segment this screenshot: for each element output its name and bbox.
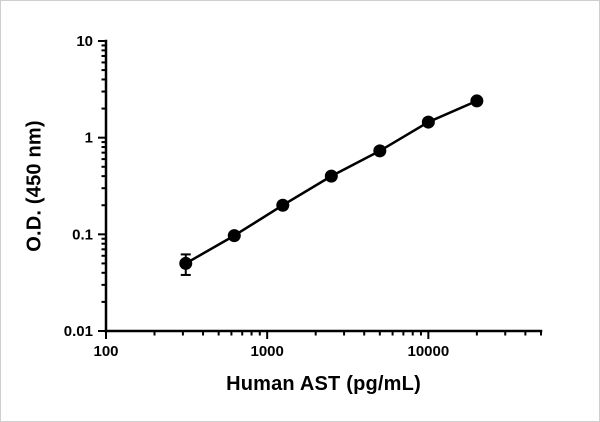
data-point-marker — [470, 94, 484, 108]
y-axis-title: O.D. (450 nm) — [23, 120, 46, 252]
data-point-marker — [324, 169, 338, 183]
x-tick-label: 100 — [93, 343, 118, 360]
y-tick-label: 10 — [76, 33, 93, 50]
data-point-marker — [227, 229, 241, 243]
data-series — [179, 94, 484, 276]
data-point-marker — [373, 144, 387, 158]
x-tick-label: 1000 — [250, 343, 283, 360]
x-axis: 100 1000 10000 — [93, 329, 543, 360]
data-point-marker — [179, 256, 193, 270]
data-point-marker — [421, 115, 435, 129]
x-tick-label: 10000 — [407, 343, 449, 360]
y-tick-label: 1 — [85, 130, 93, 147]
y-axis: 0.01 0.1 1 10 — [64, 33, 108, 340]
data-point-marker — [276, 198, 290, 212]
x-axis-title: Human AST (pg/mL) — [226, 373, 421, 395]
y-tick-label: 0.1 — [72, 226, 93, 243]
y-tick-label: 0.01 — [64, 323, 93, 340]
